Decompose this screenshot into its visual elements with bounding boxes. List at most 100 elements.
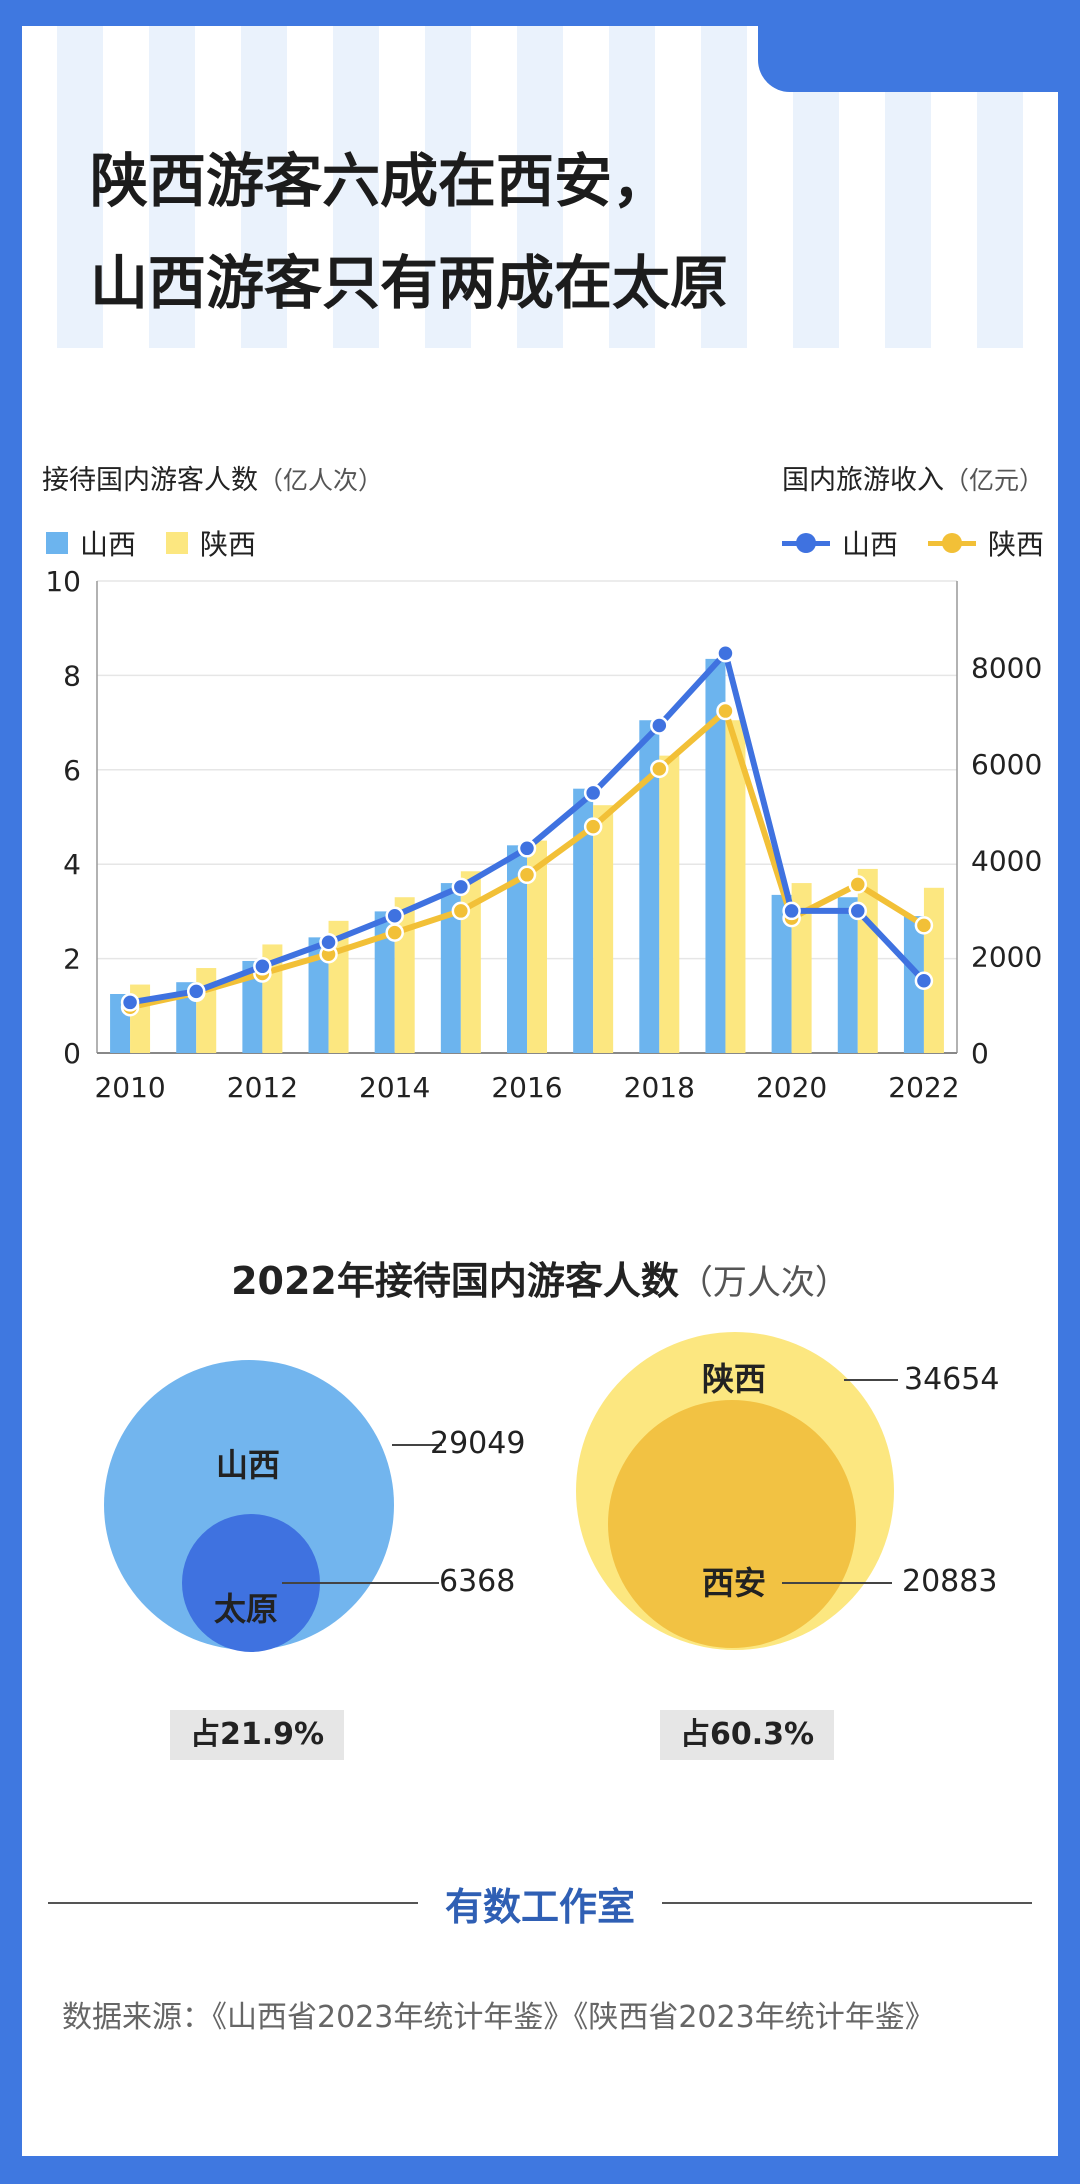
legend-line-marker-shaanxi xyxy=(927,532,976,554)
circle-chart-unit: （万人次） xyxy=(678,1263,849,1303)
x-tick-label: 2010 xyxy=(94,1071,165,1104)
left-axis-label: 接待国内游客人数 xyxy=(42,465,258,496)
legend-bar-shaanxi: 陕西 xyxy=(166,523,256,563)
bar-shanxi xyxy=(639,720,660,1053)
brand-name: 有数工作室 xyxy=(444,1885,635,1929)
point-shanxi xyxy=(914,971,934,991)
point-shanxi xyxy=(716,643,735,663)
combo-chart: 0 2 4 6 8 10 0 2000 4000 6000 8000 2010 2012 2014 2016… xyxy=(45,565,1042,1104)
value-shaanxi: 34654 xyxy=(904,1362,1000,1397)
left-tick-label: 10 xyxy=(45,565,81,598)
bar-shaanxi xyxy=(659,755,680,1053)
circle-chart-title-text: 2022年接待国内游客人数 xyxy=(231,1259,679,1303)
bar-legend: 山西 陕西 xyxy=(46,523,256,563)
circle-xian xyxy=(608,1400,856,1648)
point-shanxi xyxy=(848,901,868,921)
infographic-card: 陕西游客六成在西安， 山西游客只有两成在太原 接待国内游客人数（亿人次） 国内旅… xyxy=(22,26,1058,2156)
point-shaanxi xyxy=(451,901,471,921)
legend-label: 陕西 xyxy=(200,528,257,561)
right-tick-label: 6000 xyxy=(971,748,1042,781)
bar-shanxi xyxy=(771,894,792,1053)
legend-bar-shanxi: 山西 xyxy=(46,523,136,563)
point-shaanxi xyxy=(914,916,934,935)
x-tick-label: 2016 xyxy=(491,1071,562,1104)
point-shanxi xyxy=(583,783,603,803)
legend-line-shanxi: 山西 xyxy=(781,523,898,563)
point-shanxi xyxy=(253,957,272,976)
x-tick-label: 2022 xyxy=(888,1071,959,1104)
point-shanxi xyxy=(650,716,669,735)
value-shanxi: 29049 xyxy=(430,1426,526,1461)
title-line-2: 山西游客只有两成在太原 xyxy=(90,249,729,317)
left-tick-label: 2 xyxy=(63,943,81,976)
legend-swatch-shaanxi xyxy=(166,532,189,554)
leader-shanxi xyxy=(392,1444,442,1446)
bar-shanxi xyxy=(837,897,858,1053)
label-shanxi: 山西 xyxy=(216,1446,281,1484)
corner-tab xyxy=(758,26,1058,92)
leader-taiyuan xyxy=(282,1582,439,1584)
point-shaanxi xyxy=(650,759,669,779)
data-source: 数据来源：《山西省2023年统计年鉴》《陕西省2023年统计年鉴》 xyxy=(62,2000,935,2035)
bar-shanxi xyxy=(507,845,527,1053)
label-taiyuan: 太原 xyxy=(214,1590,279,1628)
share-badge-shaanxi: 占60.3% xyxy=(660,1710,835,1760)
legend-line-shaanxi: 陕西 xyxy=(927,523,1044,563)
left-tick-label: 8 xyxy=(63,659,81,692)
right-tick-label: 4000 xyxy=(971,844,1042,877)
x-tick-label: 2014 xyxy=(359,1071,430,1104)
point-shanxi xyxy=(782,901,801,921)
x-tick-label: 2018 xyxy=(624,1071,695,1104)
x-tick-label: 2012 xyxy=(227,1071,298,1104)
bar-shaanxi xyxy=(196,968,217,1053)
bar-shanxi xyxy=(242,960,263,1053)
bar-shanxi xyxy=(374,911,395,1053)
footer-divider-right xyxy=(662,1902,1032,1904)
point-shanxi xyxy=(451,877,471,897)
bar-shanxi xyxy=(903,916,924,1053)
bar-shanxi xyxy=(573,788,594,1053)
point-shanxi xyxy=(319,932,338,952)
point-shaanxi xyxy=(517,865,537,885)
left-tick-label: 4 xyxy=(63,848,81,881)
legend-swatch-shanxi xyxy=(46,532,68,554)
circle-chart-title: 2022年接待国内游客人数（万人次） xyxy=(22,1250,1058,1305)
bar-shaanxi xyxy=(593,805,614,1053)
footer-divider-left xyxy=(48,1902,418,1904)
right-axis-title: 国内旅游收入（亿元） xyxy=(782,458,1044,497)
right-tick-label: 2000 xyxy=(971,941,1042,974)
legend-label: 山西 xyxy=(841,528,898,561)
legend-label: 陕西 xyxy=(987,528,1044,561)
right-tick-label: 8000 xyxy=(971,652,1042,685)
point-shaanxi xyxy=(583,817,603,836)
point-shanxi xyxy=(120,993,140,1012)
title-line-1: 陕西游客六成在西安， xyxy=(90,147,671,215)
line-legend: 山西 陕西 xyxy=(781,523,1044,563)
left-tick-label: 0 xyxy=(63,1037,81,1070)
point-shanxi xyxy=(517,839,537,858)
share-badge-shanxi: 占21.9% xyxy=(170,1710,345,1760)
label-xian: 西安 xyxy=(702,1564,767,1602)
value-xian: 20883 xyxy=(902,1564,998,1599)
point-shanxi xyxy=(385,906,404,925)
point-shaanxi xyxy=(385,923,404,942)
left-axis-unit: （亿人次） xyxy=(258,466,384,495)
bar-shanxi xyxy=(440,883,461,1053)
leader-xian xyxy=(782,1582,892,1584)
left-tick-label: 6 xyxy=(63,754,81,787)
page-title: 陕西游客六成在西安， 山西游客只有两成在太原 xyxy=(90,130,728,334)
bar-shaanxi xyxy=(923,887,944,1053)
bar-shanxi xyxy=(308,937,329,1053)
label-shaanxi: 陕西 xyxy=(702,1360,767,1398)
x-tick-label: 2020 xyxy=(756,1071,827,1104)
leader-shaanxi xyxy=(844,1379,898,1381)
legend-line-marker-shanxi xyxy=(781,532,830,554)
bar-shaanxi xyxy=(527,840,547,1053)
legend-label: 山西 xyxy=(80,528,137,561)
left-axis-title: 接待国内游客人数（亿人次） xyxy=(42,458,383,497)
point-shanxi xyxy=(186,982,206,1001)
right-axis-label: 国内旅游收入 xyxy=(781,465,944,496)
right-tick-label: 0 xyxy=(971,1037,989,1070)
point-shaanxi xyxy=(848,875,868,894)
bar-shanxi xyxy=(705,658,726,1053)
